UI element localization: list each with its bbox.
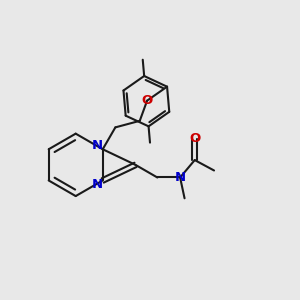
Text: N: N bbox=[92, 178, 103, 190]
Text: N: N bbox=[175, 171, 186, 184]
Text: O: O bbox=[189, 132, 200, 145]
Text: O: O bbox=[142, 94, 153, 107]
Text: N: N bbox=[92, 139, 103, 152]
